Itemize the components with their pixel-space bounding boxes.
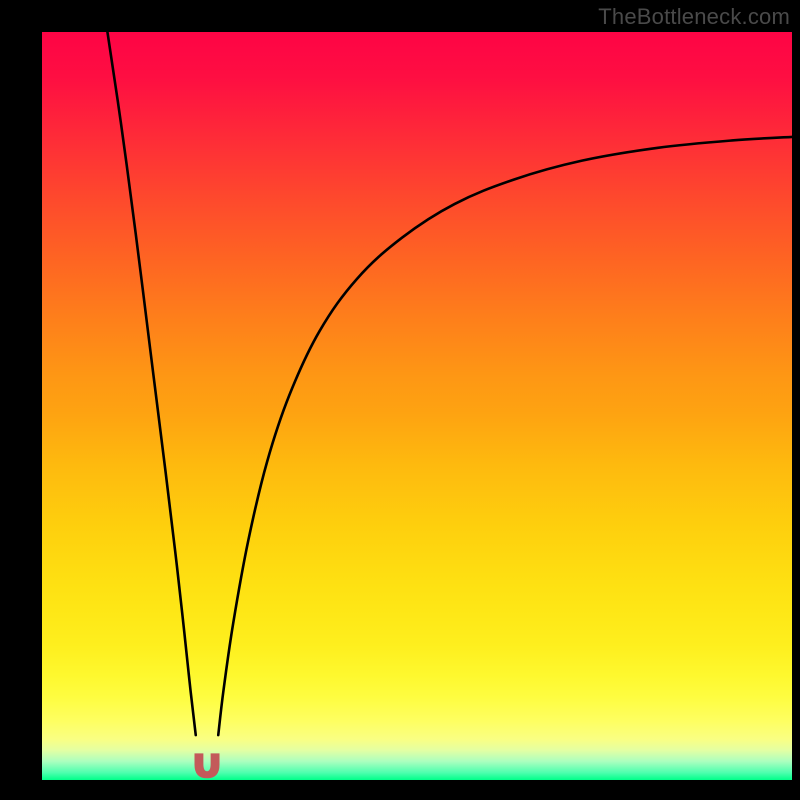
chart-container: TheBottleneck.com — [0, 0, 800, 800]
bottleneck-chart — [0, 0, 800, 800]
watermark-text: TheBottleneck.com — [598, 4, 790, 30]
